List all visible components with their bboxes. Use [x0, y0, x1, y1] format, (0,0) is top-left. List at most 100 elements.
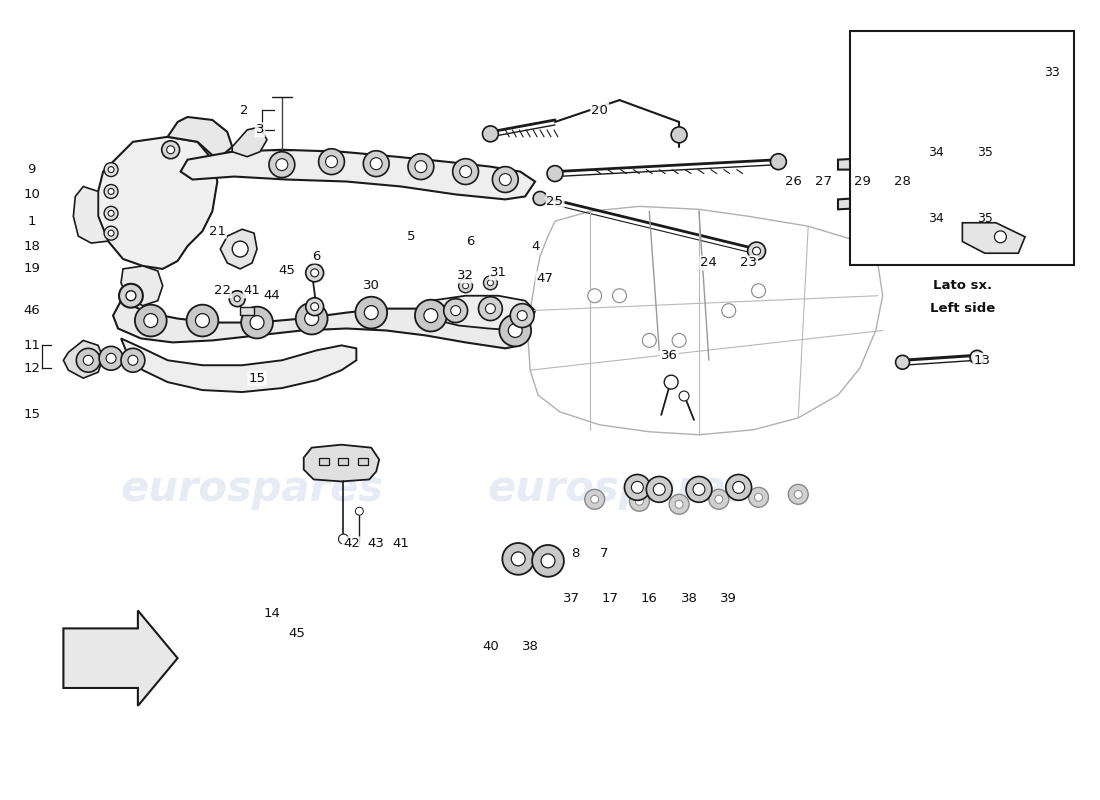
Circle shape — [84, 355, 94, 366]
Text: 41: 41 — [393, 538, 409, 550]
Circle shape — [749, 487, 769, 507]
Polygon shape — [64, 341, 103, 378]
Circle shape — [76, 348, 100, 372]
Circle shape — [755, 494, 762, 502]
Text: 8: 8 — [571, 547, 579, 561]
Bar — [319, 458, 329, 465]
Circle shape — [503, 543, 535, 574]
Text: 29: 29 — [855, 175, 871, 188]
Text: 5: 5 — [407, 230, 415, 242]
Circle shape — [895, 355, 910, 370]
Text: 18: 18 — [23, 239, 40, 253]
Text: 28: 28 — [894, 175, 911, 188]
Circle shape — [187, 305, 218, 337]
Text: 31: 31 — [490, 266, 507, 279]
Text: 23: 23 — [740, 257, 757, 270]
Circle shape — [234, 296, 240, 302]
Text: Left side: Left side — [930, 302, 996, 315]
Circle shape — [493, 166, 518, 193]
Circle shape — [671, 127, 688, 142]
Circle shape — [443, 298, 468, 322]
Text: 39: 39 — [720, 592, 737, 605]
Polygon shape — [121, 338, 356, 392]
Circle shape — [708, 490, 728, 510]
Text: 2: 2 — [240, 103, 249, 117]
Circle shape — [463, 283, 469, 289]
Circle shape — [104, 226, 118, 240]
Circle shape — [965, 188, 978, 202]
Polygon shape — [167, 117, 232, 160]
Circle shape — [339, 534, 349, 544]
Text: 46: 46 — [23, 304, 40, 317]
Text: 47: 47 — [537, 272, 553, 286]
Circle shape — [675, 500, 683, 508]
Circle shape — [128, 355, 138, 366]
Circle shape — [748, 242, 766, 260]
Circle shape — [508, 323, 522, 338]
Circle shape — [653, 483, 666, 495]
Circle shape — [108, 189, 114, 194]
Circle shape — [108, 166, 114, 173]
Circle shape — [631, 482, 644, 494]
Polygon shape — [421, 296, 535, 330]
Circle shape — [613, 289, 627, 302]
Circle shape — [305, 312, 319, 326]
Circle shape — [968, 126, 975, 132]
Circle shape — [415, 161, 427, 173]
Text: 17: 17 — [601, 592, 618, 605]
Circle shape — [770, 154, 786, 170]
Polygon shape — [98, 137, 218, 269]
Circle shape — [940, 125, 948, 133]
Bar — [240, 306, 254, 314]
Circle shape — [994, 231, 1006, 242]
Circle shape — [144, 314, 157, 327]
Text: 19: 19 — [23, 262, 40, 275]
Circle shape — [722, 304, 736, 318]
Circle shape — [510, 304, 535, 327]
Circle shape — [296, 302, 328, 334]
Circle shape — [364, 306, 378, 319]
Polygon shape — [962, 222, 1025, 254]
Text: 22: 22 — [213, 284, 231, 298]
Text: 4: 4 — [531, 239, 539, 253]
Circle shape — [679, 391, 689, 401]
Circle shape — [965, 122, 978, 136]
Text: 26: 26 — [785, 175, 802, 188]
Circle shape — [371, 158, 382, 170]
Circle shape — [232, 241, 249, 257]
Text: 34: 34 — [927, 146, 944, 159]
Text: 33: 33 — [1044, 66, 1059, 79]
Polygon shape — [232, 127, 267, 157]
Circle shape — [547, 166, 563, 182]
Circle shape — [460, 166, 472, 178]
Circle shape — [415, 300, 447, 331]
Circle shape — [726, 474, 751, 500]
Circle shape — [642, 334, 657, 347]
Circle shape — [306, 264, 323, 282]
Circle shape — [935, 120, 954, 138]
Circle shape — [108, 210, 114, 216]
Circle shape — [326, 156, 338, 168]
Text: 3: 3 — [256, 123, 264, 136]
Circle shape — [270, 152, 295, 178]
Circle shape — [532, 545, 564, 577]
Circle shape — [585, 490, 605, 510]
Text: 16: 16 — [641, 592, 658, 605]
Polygon shape — [180, 150, 535, 199]
Polygon shape — [113, 301, 525, 348]
Circle shape — [970, 350, 985, 364]
Circle shape — [1022, 74, 1037, 90]
Text: 43: 43 — [367, 538, 385, 550]
Circle shape — [499, 174, 512, 186]
Polygon shape — [304, 445, 380, 482]
Text: 45: 45 — [288, 627, 305, 640]
Text: 9: 9 — [28, 163, 36, 176]
Circle shape — [629, 491, 649, 511]
Text: 45: 45 — [278, 265, 295, 278]
Circle shape — [625, 474, 650, 500]
Polygon shape — [838, 157, 902, 210]
Circle shape — [126, 290, 136, 301]
Circle shape — [99, 346, 123, 370]
Text: 24: 24 — [701, 257, 717, 270]
Circle shape — [485, 304, 495, 314]
